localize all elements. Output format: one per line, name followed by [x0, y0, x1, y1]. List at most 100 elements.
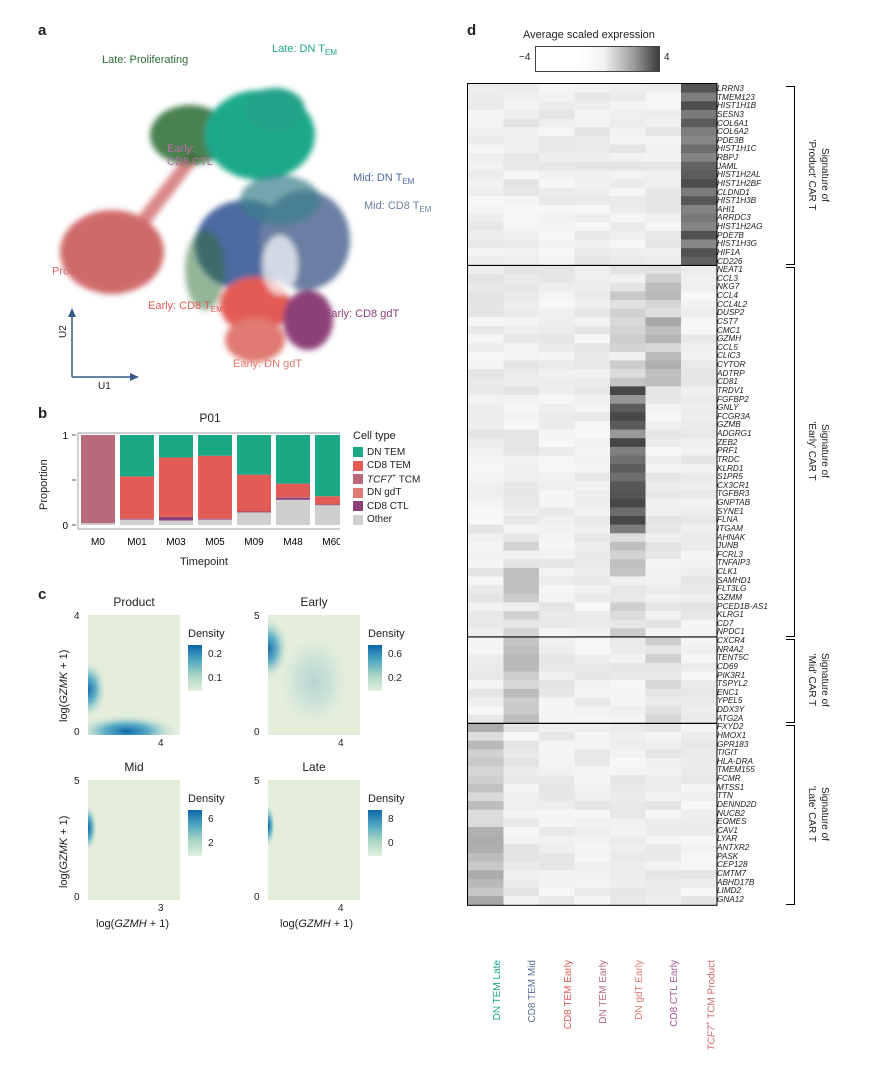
density-y-tick: 0 — [74, 892, 80, 903]
heatmap-cell — [574, 308, 611, 318]
heatmap-cell — [645, 861, 682, 871]
heatmap-cell — [610, 740, 646, 750]
heatmap-grid — [467, 83, 718, 906]
heatmap-cell — [610, 680, 646, 690]
heatmap-cell — [610, 161, 646, 171]
heatmap-cell — [468, 516, 504, 525]
heatmap-cell — [539, 688, 575, 698]
heatmap-cell — [468, 593, 504, 603]
heatmap-cell — [574, 222, 611, 232]
heatmap-cell — [610, 749, 646, 759]
heatmap-cell — [539, 844, 575, 854]
density-colorbar — [368, 645, 382, 691]
density-legend-title: Density — [188, 628, 225, 640]
density-legend-tick: 0.1 — [208, 673, 222, 684]
heatmap-cell — [468, 84, 504, 93]
heatmap-cell — [681, 619, 717, 629]
heatmap-cell — [574, 429, 611, 439]
heatmap-cell — [539, 714, 575, 724]
heatmap-cell — [645, 490, 682, 500]
heatmap-cell — [539, 852, 575, 862]
bar-legend-title: Cell type — [353, 430, 396, 442]
heatmap-cell — [681, 723, 717, 733]
heatmap-cell — [468, 887, 504, 897]
bar-segment-other — [315, 505, 340, 525]
umap-early-dngdt-cluster — [225, 318, 285, 362]
heatmap-cell — [503, 84, 540, 93]
heatmap-cell — [574, 109, 611, 119]
cluster-label-early-cd8gdt: Early: CD8 gdT — [324, 308, 400, 320]
heatmap-cell — [610, 878, 646, 888]
heatmap-cell — [610, 403, 646, 413]
density-y-tick: 5 — [254, 611, 260, 622]
heatmap-cell — [645, 386, 682, 396]
gene-label: MTSS1 — [717, 782, 745, 792]
heatmap-cell — [681, 464, 717, 474]
heatmap-cell — [539, 395, 575, 404]
heatmap-cell — [610, 775, 646, 785]
heatmap-cell — [468, 896, 504, 906]
density-x-axis-label: log(GZMH + 1) — [280, 918, 354, 930]
heatmap-cell — [503, 300, 540, 309]
signature-bracket — [786, 638, 795, 724]
legend-swatch — [353, 514, 363, 525]
gene-label: AHI1 — [717, 204, 736, 214]
heatmap-cell — [645, 455, 682, 465]
heatmap-cell — [681, 498, 717, 508]
heatmap-cell — [539, 369, 575, 379]
gene-label: GZMH — [717, 334, 742, 344]
gene-label: TSPYL2 — [717, 679, 748, 689]
gene-label: ZEB2 — [717, 437, 738, 447]
heatmap-cell — [468, 118, 504, 128]
heatmap-cell — [539, 602, 575, 612]
heatmap-cell — [468, 688, 504, 698]
panel-letter-a: a — [38, 22, 47, 39]
bar-x-tick: M60 — [322, 537, 340, 548]
heatmap-cell — [681, 239, 717, 249]
bar-segment-dn-tem — [276, 435, 310, 484]
heatmap-cell — [468, 671, 504, 681]
bar-x-tick: M0 — [91, 537, 105, 548]
gene-label: CD81 — [717, 377, 738, 387]
signature-label: Signature of 'Late' CAR T — [806, 786, 830, 843]
heatmap-cell — [645, 161, 682, 171]
heatmap-cell — [681, 135, 717, 145]
heatmap-cell — [539, 541, 575, 551]
heatmap-cell — [574, 179, 611, 188]
heatmap-cell — [645, 135, 682, 145]
density-legend-title: Density — [188, 793, 225, 805]
heatmap-cell — [574, 118, 611, 128]
heatmap-cell — [539, 498, 575, 508]
heatmap-cell — [645, 524, 682, 534]
heatmap-cell — [610, 766, 646, 776]
heatmap-cell — [574, 567, 611, 577]
heatmap-cell — [503, 749, 540, 759]
heatmap-cell — [539, 204, 575, 214]
heatmap-cell — [681, 714, 717, 724]
gene-label: TMEM155 — [717, 765, 755, 775]
heatmap-cell — [539, 636, 575, 646]
cluster-label-early-cd8ctl: Early: CD8 CTL — [167, 143, 213, 168]
heatmap-cell — [539, 446, 575, 456]
heatmap-cell — [539, 585, 575, 595]
density-legend-tick: 0 — [388, 838, 394, 849]
heatmap-cell — [610, 792, 646, 802]
heatmap-cell — [468, 360, 504, 370]
heatmap-cell — [610, 420, 646, 430]
gene-label: CST7 — [717, 316, 738, 326]
signature-bracket — [786, 86, 795, 266]
gene-label: NPDC1 — [717, 627, 745, 637]
heatmap-cell — [610, 732, 646, 741]
heatmap-cell — [610, 213, 646, 223]
heatmap-cell — [681, 92, 717, 102]
heatmap-cell — [645, 844, 682, 854]
legend-label: DN TEM — [367, 446, 406, 458]
legend-item: Other — [353, 514, 420, 526]
heatmap-cell — [645, 714, 682, 724]
gene-label: NEAT1 — [717, 265, 743, 275]
heatmap-cell — [681, 343, 717, 353]
heatmap-cell — [610, 135, 646, 145]
heatmap-cell — [681, 179, 717, 188]
heatmap-cell — [610, 887, 646, 897]
heatmap-cell — [468, 213, 504, 223]
